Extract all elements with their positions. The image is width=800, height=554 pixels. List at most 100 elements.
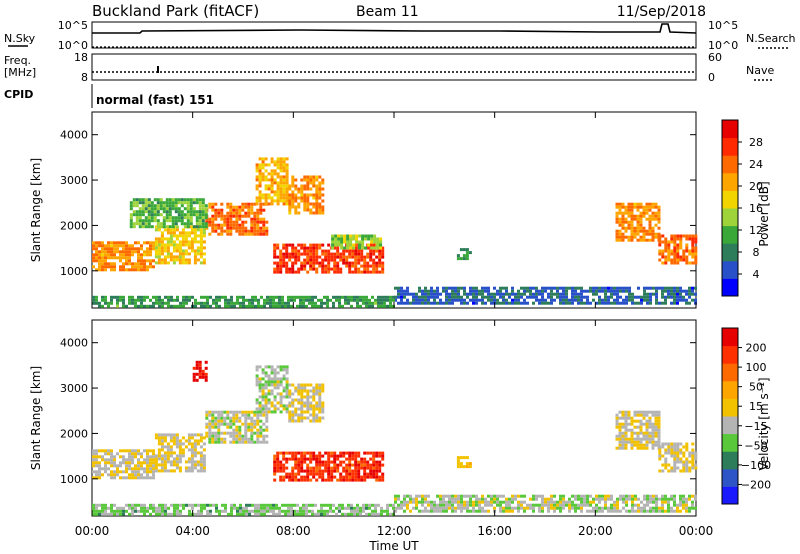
data-cell — [315, 193, 319, 197]
data-cell — [303, 410, 307, 414]
data-cell — [260, 506, 263, 510]
data-cell — [363, 255, 367, 259]
data-cell — [559, 509, 562, 513]
data-cell — [676, 292, 679, 296]
data-cell — [508, 509, 511, 513]
data-cell — [630, 208, 634, 212]
data-cell — [279, 404, 283, 408]
data-cell — [460, 497, 463, 501]
data-cell — [264, 395, 268, 399]
data-cell — [667, 249, 671, 253]
data-cell — [306, 205, 310, 209]
data-cell — [95, 241, 98, 245]
data-cell — [392, 506, 395, 510]
data-cell — [454, 289, 457, 293]
data-cell — [193, 228, 197, 232]
data-cell — [140, 247, 143, 251]
data-cell — [132, 198, 136, 202]
data-cell — [270, 181, 274, 185]
data-cell — [230, 295, 233, 299]
data-cell — [306, 398, 310, 402]
data-cell — [685, 460, 689, 464]
data-cell — [333, 469, 337, 473]
data-cell — [184, 231, 188, 235]
data-cell — [279, 178, 283, 182]
data-cell — [667, 258, 671, 262]
data-cell — [676, 457, 680, 461]
data-cell — [273, 246, 277, 250]
data-cell — [598, 286, 601, 290]
data-cell — [135, 222, 139, 226]
data-cell — [92, 244, 95, 248]
data-cell — [645, 238, 649, 242]
data-cell — [116, 473, 119, 477]
data-cell — [256, 434, 260, 438]
data-cell — [173, 304, 176, 308]
data-cell — [538, 494, 541, 498]
data-cell — [162, 222, 166, 226]
data-cell — [116, 506, 119, 510]
data-cell — [110, 256, 113, 260]
data-cell — [285, 383, 289, 387]
data-cell — [640, 298, 643, 302]
data-cell — [694, 286, 697, 290]
data-cell — [205, 425, 209, 429]
data-cell — [354, 457, 358, 461]
data-cell — [625, 503, 628, 507]
data-cell — [618, 232, 622, 236]
data-cell — [226, 416, 230, 420]
data-cell — [481, 509, 484, 513]
data-cell — [258, 401, 262, 405]
data-cell — [670, 506, 673, 510]
data-cell — [493, 295, 496, 299]
data-cell — [104, 259, 107, 263]
data-cell — [356, 295, 359, 299]
data-cell — [667, 509, 670, 513]
data-cell — [324, 252, 328, 256]
data-cell — [625, 289, 628, 293]
data-cell — [529, 497, 532, 501]
data-cell — [255, 187, 259, 191]
data-cell — [673, 445, 677, 449]
data-cell — [648, 437, 652, 441]
data-cell — [321, 454, 325, 458]
data-cell — [276, 172, 280, 176]
data-cell — [595, 289, 598, 293]
data-cell — [628, 497, 631, 501]
data-cell — [149, 244, 152, 248]
data-cell — [469, 298, 472, 302]
data-cell — [265, 434, 269, 438]
data-cell — [131, 262, 134, 266]
data-cell — [161, 298, 164, 302]
data-cell — [312, 181, 316, 185]
data-cell — [484, 286, 487, 290]
data-cell — [625, 500, 628, 504]
data-cell — [193, 258, 197, 262]
data-cell — [282, 199, 286, 203]
data-cell — [113, 295, 116, 299]
data-cell — [165, 207, 169, 211]
data-cell — [679, 457, 683, 461]
data-cell — [95, 247, 98, 251]
data-cell — [128, 298, 131, 302]
data-cell — [294, 454, 298, 458]
data-cell — [270, 389, 274, 393]
data-cell — [673, 234, 677, 238]
data-cell — [206, 512, 209, 516]
data-cell — [276, 255, 280, 259]
data-cell — [259, 226, 263, 230]
data-cell — [618, 437, 622, 441]
data-cell — [664, 237, 668, 241]
data-cell — [652, 509, 655, 513]
data-cell — [104, 461, 107, 465]
data-cell — [341, 304, 344, 308]
data-cell — [630, 223, 634, 227]
data-cell — [256, 223, 260, 227]
data-cell — [273, 454, 277, 458]
data-cell — [456, 456, 460, 460]
data-cell — [583, 500, 586, 504]
data-cell — [380, 509, 383, 513]
data-cell — [199, 457, 203, 461]
data-cell — [655, 289, 658, 293]
data-cell — [158, 304, 161, 308]
